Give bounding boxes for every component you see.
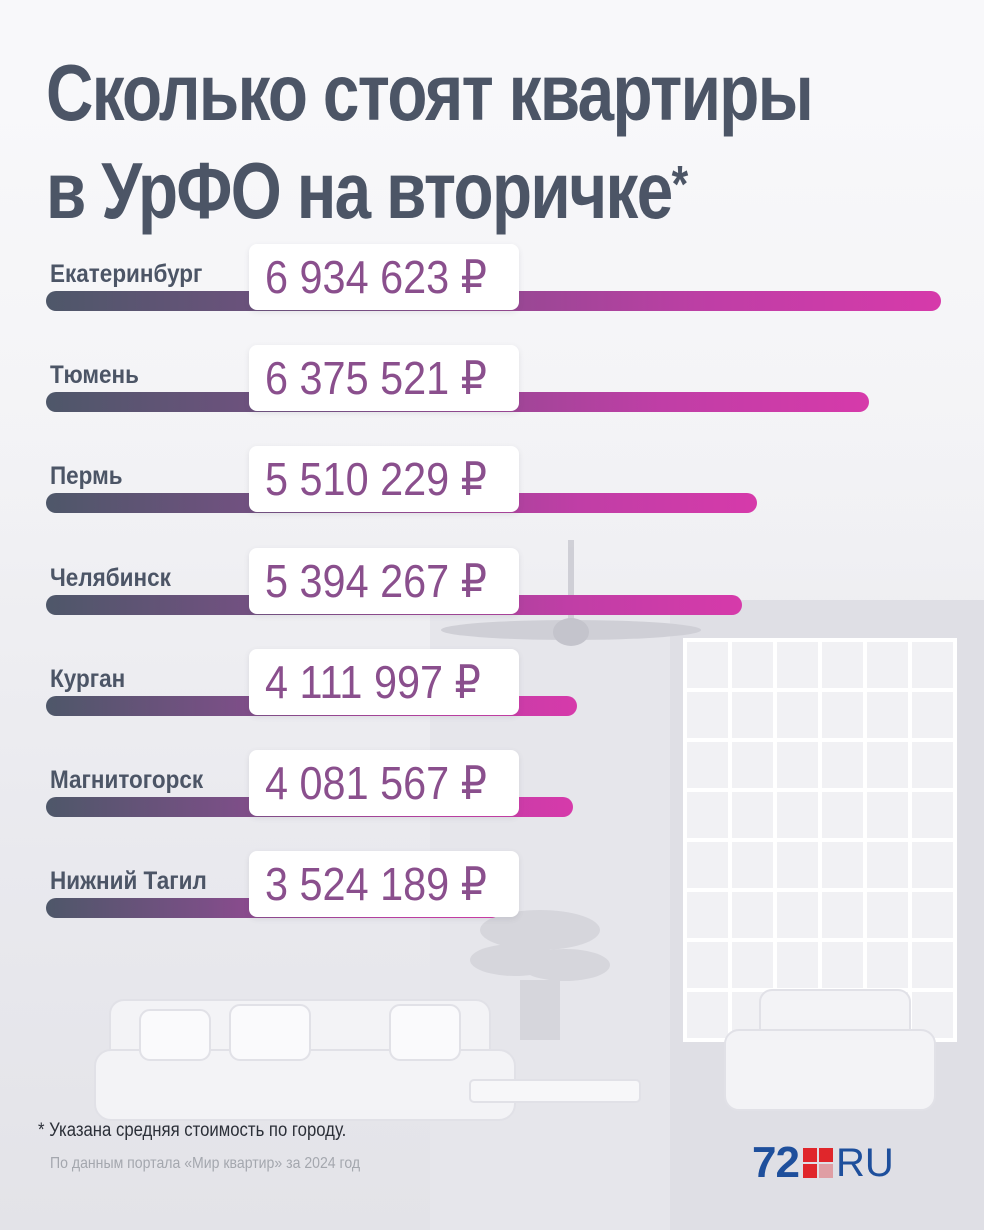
- value-label: 5 394 267 ₽: [265, 554, 488, 607]
- chart-row: Екатеринбург 6 934 623 ₽: [0, 244, 984, 324]
- site-logo[interactable]: 72 RU: [752, 1140, 894, 1186]
- source-note: По данным портала «Мир квартир» за 2024 …: [50, 1155, 361, 1172]
- chart-row: Пермь 5 510 229 ₽: [0, 446, 984, 526]
- value-label: 6 375 521 ₽: [265, 352, 488, 405]
- category-label: Пермь: [50, 462, 123, 491]
- chart-row: Челябинск 5 394 267 ₽: [0, 547, 984, 628]
- value-label: 4 081 567 ₽: [265, 757, 488, 809]
- value-label-box: 5 394 267 ₽: [249, 547, 519, 614]
- category-label: Екатеринбург: [50, 260, 203, 288]
- value-label: 5 510 229 ₽: [265, 453, 488, 506]
- category-label: Челябинск: [50, 563, 171, 592]
- value-label-box: 4 081 567 ₽: [249, 750, 519, 816]
- page-title: Сколько стоят квартиры в УрФО на вторичк…: [46, 44, 814, 240]
- logo-square-icon: [802, 1148, 833, 1178]
- category-label: Тюмень: [50, 361, 139, 390]
- value-label: 3 524 189 ₽: [265, 858, 488, 911]
- value-label: 6 934 623 ₽: [265, 251, 488, 303]
- value-label: 4 111 997 ₽: [265, 655, 481, 708]
- value-label-box: 6 934 623 ₽: [249, 244, 519, 310]
- chart-row: Тюмень 6 375 521 ₽: [0, 345, 984, 425]
- value-label-box: 5 510 229 ₽: [249, 446, 519, 513]
- title-asterisk: *: [671, 156, 689, 214]
- title-line-2: в УрФО на вторичке: [46, 146, 673, 235]
- chart-row: Курган 4 111 997 ₽: [0, 648, 984, 729]
- chart-row: Магнитогорск 4 081 567 ₽: [0, 750, 984, 830]
- logo-suffix: RU: [835, 1141, 894, 1185]
- category-label: Магнитогорск: [50, 766, 204, 794]
- value-label-box: 4 111 997 ₽: [249, 648, 519, 715]
- value-label-box: 3 524 189 ₽: [249, 851, 519, 918]
- footnote: * Указана средняя стоимость по городу.: [38, 1120, 347, 1141]
- title-line-1: Сколько стоят квартиры: [46, 48, 814, 137]
- chart-row: Нижний Тагил 3 524 189 ₽: [0, 851, 984, 931]
- logo-number: 72: [752, 1138, 800, 1187]
- category-label: Нижний Тагил: [50, 867, 207, 896]
- category-label: Курган: [50, 664, 126, 693]
- value-label-box: 6 375 521 ₽: [249, 345, 519, 412]
